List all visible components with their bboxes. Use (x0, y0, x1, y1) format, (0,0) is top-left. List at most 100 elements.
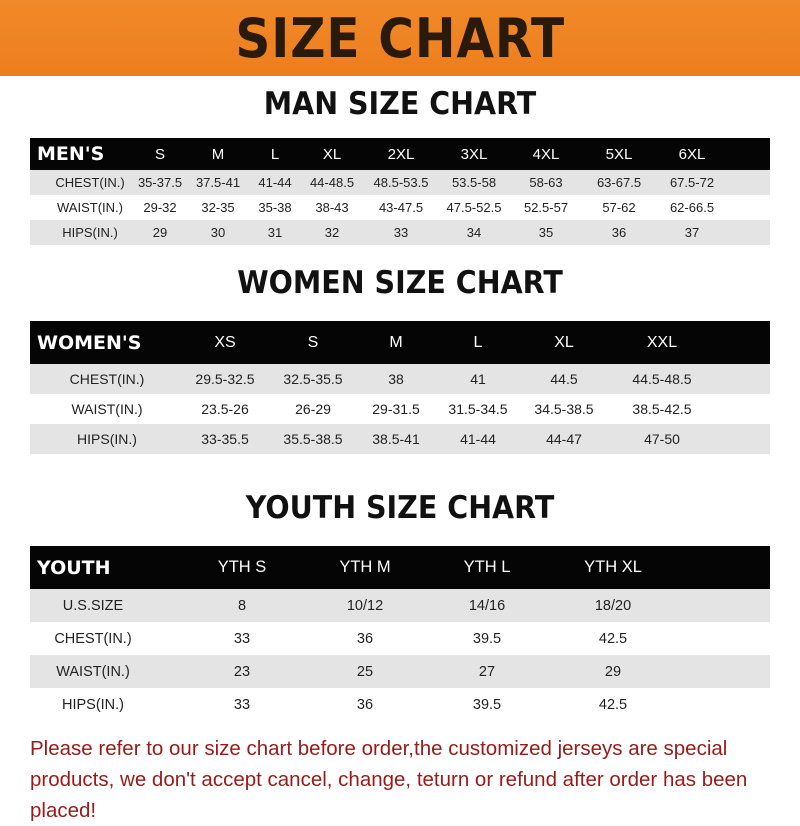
size-value: 8 (237, 597, 247, 614)
measurement-label: HIPS(IN.) (77, 431, 137, 447)
size-value: 10/12 (346, 597, 384, 614)
size-header: XL (322, 145, 342, 163)
size-value: 33 (233, 696, 251, 713)
size-value: 44-48.5 (309, 175, 355, 190)
table-corner-label: WOMEN'S (37, 331, 142, 354)
size-value: 23.5-26 (201, 401, 249, 417)
size-value: 35 (538, 225, 554, 240)
size-value: 33-35.5 (201, 431, 249, 447)
size-value: 52.5-57 (523, 200, 569, 215)
size-value: 42.5 (598, 630, 628, 647)
size-value: 27 (478, 663, 496, 680)
youth-section-title: YOUTH SIZE CHART (245, 490, 555, 526)
size-value: 18/20 (594, 597, 632, 614)
table-row: WAIST(IN.) 29-32 32-35 35-38 38-43 43-47.5 47.… (30, 195, 770, 220)
size-value: 57-62 (602, 200, 636, 215)
size-value: 29-32 (143, 200, 177, 215)
table-corner-label: MEN'S (37, 143, 105, 165)
size-value: 23 (233, 663, 251, 680)
size-header: YTH L (463, 558, 511, 576)
size-value: 29 (604, 663, 622, 680)
size-value: 30 (210, 225, 226, 240)
table-row: CHEST(IN.) 35-37.5 37.5-41 41-44 44-48.5 48.5… (30, 170, 770, 195)
size-value: 47.5-52.5 (446, 200, 502, 215)
size-value: 26-29 (295, 401, 331, 417)
size-header: 6XL (678, 145, 706, 163)
size-header: YTH XL (584, 558, 642, 576)
measurement-label: CHEST(IN.) (69, 371, 145, 387)
size-value: 36 (611, 225, 627, 240)
women-header-row: WOMEN'S XS S M L XL XXL (30, 321, 770, 364)
size-value: 44.5 (550, 371, 578, 387)
size-header: XXL (646, 333, 678, 351)
size-value: 34 (466, 225, 482, 240)
measurement-label: WAIST(IN.) (71, 401, 143, 417)
measurement-label: HIPS(IN.) (61, 696, 125, 713)
size-value: 36 (356, 630, 374, 647)
size-value: 35-37.5 (137, 175, 183, 190)
size-header: S (154, 145, 166, 163)
men-section-title: MAN SIZE CHART (263, 86, 537, 122)
size-header: S (307, 333, 319, 351)
men-size-table: MEN'S S M L XL 2XL 3XL 4XL 5XL 6XL CHEST(IN.) 35-37… (30, 138, 770, 245)
youth-size-table: YOUTH YTH S YTH M YTH L YTH XL U.S.SIZE 8 10/12… (30, 546, 770, 721)
measurement-label: WAIST(IN.) (57, 200, 123, 215)
size-header: 4XL (532, 145, 560, 163)
size-value: 44.5-48.5 (632, 371, 692, 387)
size-value: 33 (393, 225, 409, 240)
size-header: 3XL (460, 145, 488, 163)
size-header: M (389, 333, 403, 351)
men-header-row: MEN'S S M L XL 2XL 3XL 4XL 5XL 6XL (30, 138, 770, 170)
size-value: 67.5-72 (669, 175, 715, 190)
women-section-title: WOMEN SIZE CHART (237, 265, 563, 301)
table-row: U.S.SIZE 8 10/12 14/16 18/20 (30, 589, 770, 622)
size-header: YTH S (217, 558, 267, 576)
banner-title: SIZE CHART (235, 6, 565, 70)
table-row: HIPS(IN.) 33-35.5 35.5-38.5 38.5-41 41-44 44-… (30, 424, 770, 454)
size-value: 35-38 (258, 200, 292, 215)
youth-header-row: YOUTH YTH S YTH M YTH L YTH XL (30, 546, 770, 589)
size-value: 43-47.5 (378, 200, 424, 215)
size-header: YTH M (339, 558, 391, 576)
size-value: 62-66.5 (669, 200, 715, 215)
measurement-label: CHEST(IN.) (55, 175, 125, 190)
size-value: 25 (356, 663, 374, 680)
size-value: 58-63 (529, 175, 563, 190)
size-header: XS (214, 333, 236, 351)
size-header: XL (554, 333, 574, 351)
size-header: 2XL (387, 145, 415, 163)
size-value: 37 (684, 225, 700, 240)
size-value: 32-35 (201, 200, 235, 215)
size-header: L (473, 333, 483, 351)
size-value: 47-50 (644, 431, 680, 447)
size-value: 32.5-35.5 (283, 371, 343, 387)
size-value: 39.5 (472, 696, 502, 713)
size-value: 33 (233, 630, 251, 647)
size-value: 53.5-58 (451, 175, 497, 190)
size-value: 38.5-42.5 (632, 401, 692, 417)
size-value: 38-43 (315, 200, 349, 215)
size-value: 36 (356, 696, 374, 713)
size-value: 29.5-32.5 (195, 371, 255, 387)
table-corner-label: YOUTH (37, 556, 111, 579)
size-value: 29-31.5 (372, 401, 420, 417)
table-row: CHEST(IN.) 29.5-32.5 32.5-35.5 38 41 44.5 44.5… (30, 364, 770, 394)
size-value: 32 (324, 225, 340, 240)
size-header: M (211, 145, 225, 163)
size-value: 39.5 (472, 630, 502, 647)
table-row: WAIST(IN.) 23.5-26 26-29 29-31.5 31.5-34.5 34… (30, 394, 770, 424)
size-value: 41-44 (258, 175, 292, 190)
size-value: 35.5-38.5 (283, 431, 343, 447)
size-value: 41-44 (460, 431, 496, 447)
size-value: 63-67.5 (596, 175, 642, 190)
size-value: 44-47 (546, 431, 582, 447)
measurement-label: WAIST(IN.) (56, 663, 130, 680)
table-row: HIPS(IN.) 29 30 31 32 33 34 35 36 37 (30, 220, 770, 245)
table-row: HIPS(IN.) 33 36 39.5 42.5 (30, 688, 770, 721)
size-value: 29 (152, 225, 168, 240)
measurement-label: U.S.SIZE (62, 597, 124, 614)
measurement-label: HIPS(IN.) (62, 225, 118, 240)
size-header: L (270, 145, 280, 163)
table-row: CHEST(IN.) 33 36 39.5 42.5 (30, 622, 770, 655)
size-chart-banner: SIZE CHART (0, 0, 800, 76)
